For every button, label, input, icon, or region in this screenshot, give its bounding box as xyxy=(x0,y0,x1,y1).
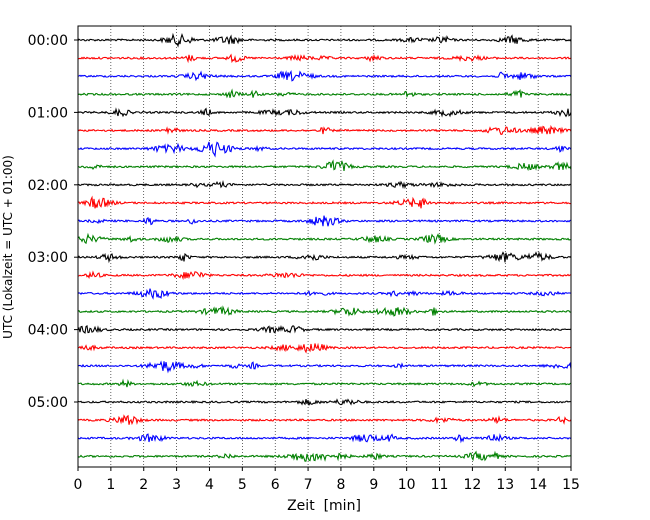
x-tick-label: 8 xyxy=(336,477,345,493)
trace-line xyxy=(77,398,572,406)
x-tick-label: 11 xyxy=(431,477,449,493)
x-tick-label: 1 xyxy=(106,477,115,493)
x-tick-label: 3 xyxy=(172,477,181,493)
y-axis-label: UTC (Lokalzeit = UTC + 01:00) xyxy=(1,155,15,339)
trace-line xyxy=(77,141,572,158)
x-axis-label: Zeit [min] xyxy=(287,498,361,514)
y-tick-label: 00:00 xyxy=(28,33,68,49)
trace-line xyxy=(77,88,572,99)
trace-line xyxy=(77,232,572,245)
trace-line xyxy=(77,342,572,354)
x-tick-label: 4 xyxy=(205,477,214,493)
trace-line xyxy=(77,288,571,300)
x-tick-label: 0 xyxy=(74,477,83,493)
vertical-grid xyxy=(110,26,539,467)
trace-line xyxy=(77,325,572,334)
trace-line xyxy=(77,69,572,82)
x-tick-label: 13 xyxy=(496,477,514,493)
x-tick-label: 6 xyxy=(271,477,280,493)
y-tick-label: 02:00 xyxy=(28,178,68,194)
trace-line xyxy=(77,270,572,281)
trace-line xyxy=(77,433,572,444)
x-tick-label: 7 xyxy=(304,477,313,493)
y-tick-label: 05:00 xyxy=(28,395,68,411)
x-tick-label: 9 xyxy=(369,477,378,493)
trace-line xyxy=(77,159,572,172)
x-tick-label: 12 xyxy=(463,477,481,493)
y-tick-label: 01:00 xyxy=(28,105,68,121)
seismic-traces xyxy=(77,32,572,462)
trace-line xyxy=(77,53,572,64)
trace-line xyxy=(77,195,572,209)
x-tick-label: 15 xyxy=(562,477,580,493)
trace-line xyxy=(77,107,572,118)
trace-line xyxy=(77,124,572,135)
trace-line xyxy=(77,180,572,190)
trace-line xyxy=(77,450,572,462)
y-axis-ticks: 00:00 01:00 02:00 03:00 04:00 05:00 xyxy=(28,33,78,411)
plot-frame xyxy=(77,25,572,468)
trace-line xyxy=(77,305,572,317)
trace-line xyxy=(77,414,572,426)
trace-line xyxy=(77,215,572,227)
trace-line xyxy=(77,378,572,388)
y-tick-label: 04:00 xyxy=(28,323,68,339)
trace-line xyxy=(77,360,572,374)
x-axis-ticks: 0 1 2 3 4 5 6 7 8 9 10 11 12 13 14 15 xyxy=(74,467,580,493)
x-tick-label: 10 xyxy=(398,477,416,493)
trace-line xyxy=(77,251,572,264)
y-tick-label: 03:00 xyxy=(28,250,68,266)
x-tick-label: 2 xyxy=(139,477,148,493)
trace-line xyxy=(77,32,572,48)
x-tick-label: 14 xyxy=(529,477,547,493)
x-tick-label: 5 xyxy=(238,477,247,493)
